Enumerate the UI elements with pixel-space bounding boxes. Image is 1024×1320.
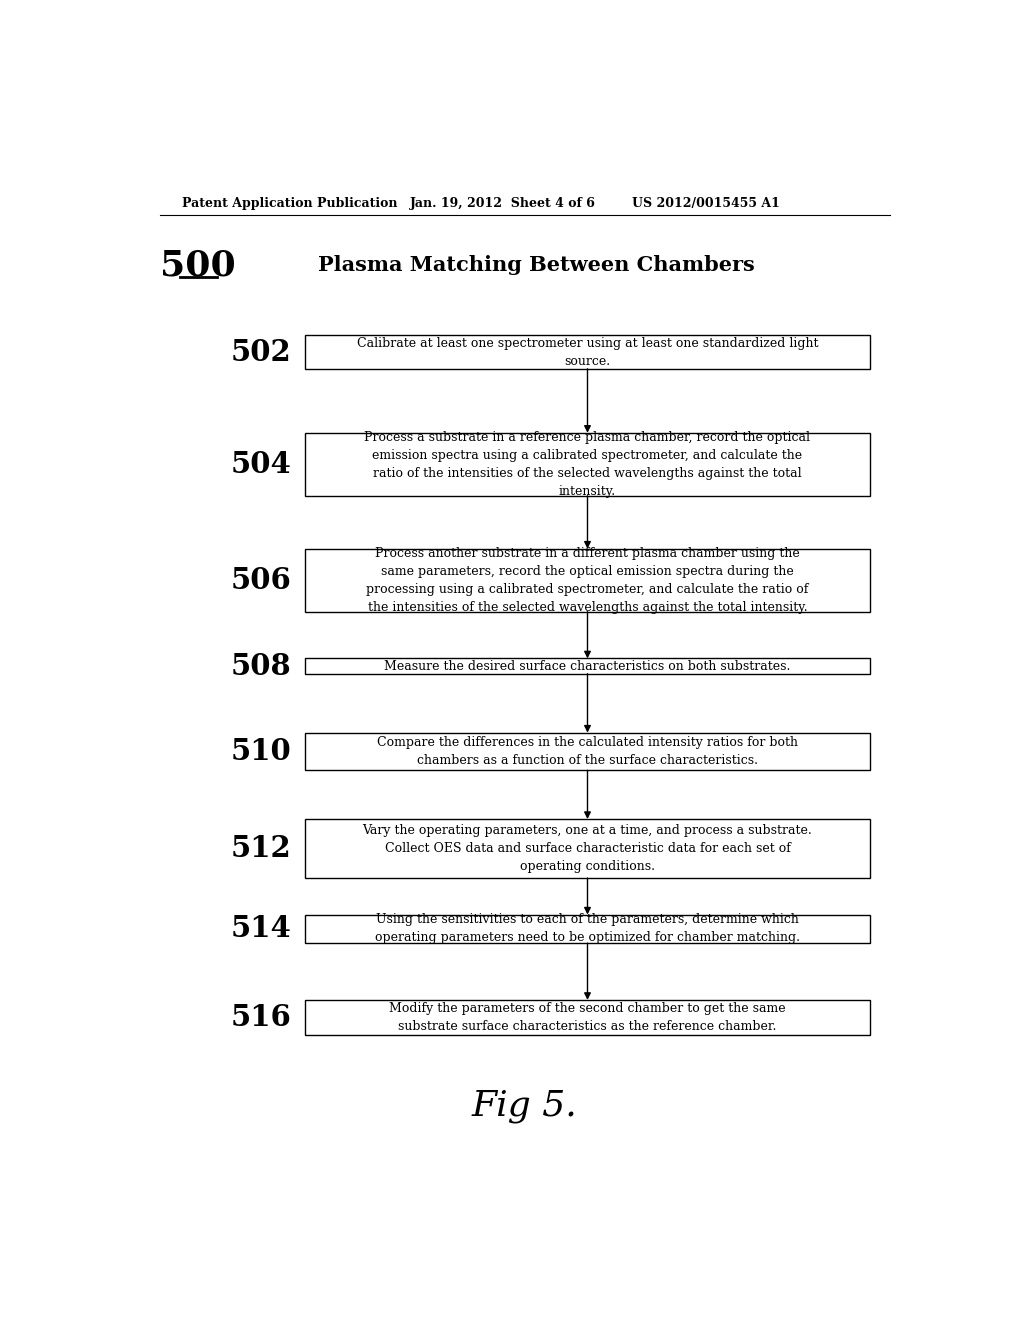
Text: 506: 506 — [230, 566, 292, 595]
Bar — [305, 818, 870, 878]
Text: Using the sensitivities to each of the parameters, determine which
operating par: Using the sensitivities to each of the p… — [375, 913, 800, 944]
Text: 510: 510 — [231, 737, 292, 766]
Text: Jan. 19, 2012  Sheet 4 of 6: Jan. 19, 2012 Sheet 4 of 6 — [410, 197, 596, 210]
Bar — [305, 549, 870, 611]
Bar — [305, 733, 870, 771]
Text: 514: 514 — [230, 915, 292, 944]
Text: Process another substrate in a different plasma chamber using the
same parameter: Process another substrate in a different… — [367, 546, 809, 614]
Text: Fig 5.: Fig 5. — [472, 1089, 578, 1123]
Text: Modify the parameters of the second chamber to get the same
substrate surface ch: Modify the parameters of the second cham… — [389, 1002, 785, 1032]
Text: 500: 500 — [160, 248, 236, 282]
Bar — [305, 915, 870, 942]
Text: 512: 512 — [231, 834, 292, 863]
Text: Process a substrate in a reference plasma chamber, record the optical
emission s: Process a substrate in a reference plasm… — [365, 430, 810, 498]
Text: 502: 502 — [231, 338, 292, 367]
Bar — [305, 335, 870, 368]
Text: Patent Application Publication: Patent Application Publication — [182, 197, 397, 210]
Text: Measure the desired surface characteristics on both substrates.: Measure the desired surface characterist… — [384, 660, 791, 673]
Text: Calibrate at least one spectrometer using at least one standardized light
source: Calibrate at least one spectrometer usin… — [356, 337, 818, 367]
Bar — [305, 659, 870, 673]
Text: Vary the operating parameters, one at a time, and process a substrate.
Collect O: Vary the operating parameters, one at a … — [362, 824, 812, 873]
Bar — [305, 433, 870, 496]
Text: 508: 508 — [231, 652, 292, 681]
Text: US 2012/0015455 A1: US 2012/0015455 A1 — [632, 197, 780, 210]
Text: Compare the differences in the calculated intensity ratios for both
chambers as : Compare the differences in the calculate… — [377, 737, 798, 767]
Text: 516: 516 — [230, 1003, 292, 1032]
Bar — [305, 1001, 870, 1035]
Text: Plasma Matching Between Chambers: Plasma Matching Between Chambers — [318, 255, 756, 275]
Text: 504: 504 — [230, 450, 292, 479]
